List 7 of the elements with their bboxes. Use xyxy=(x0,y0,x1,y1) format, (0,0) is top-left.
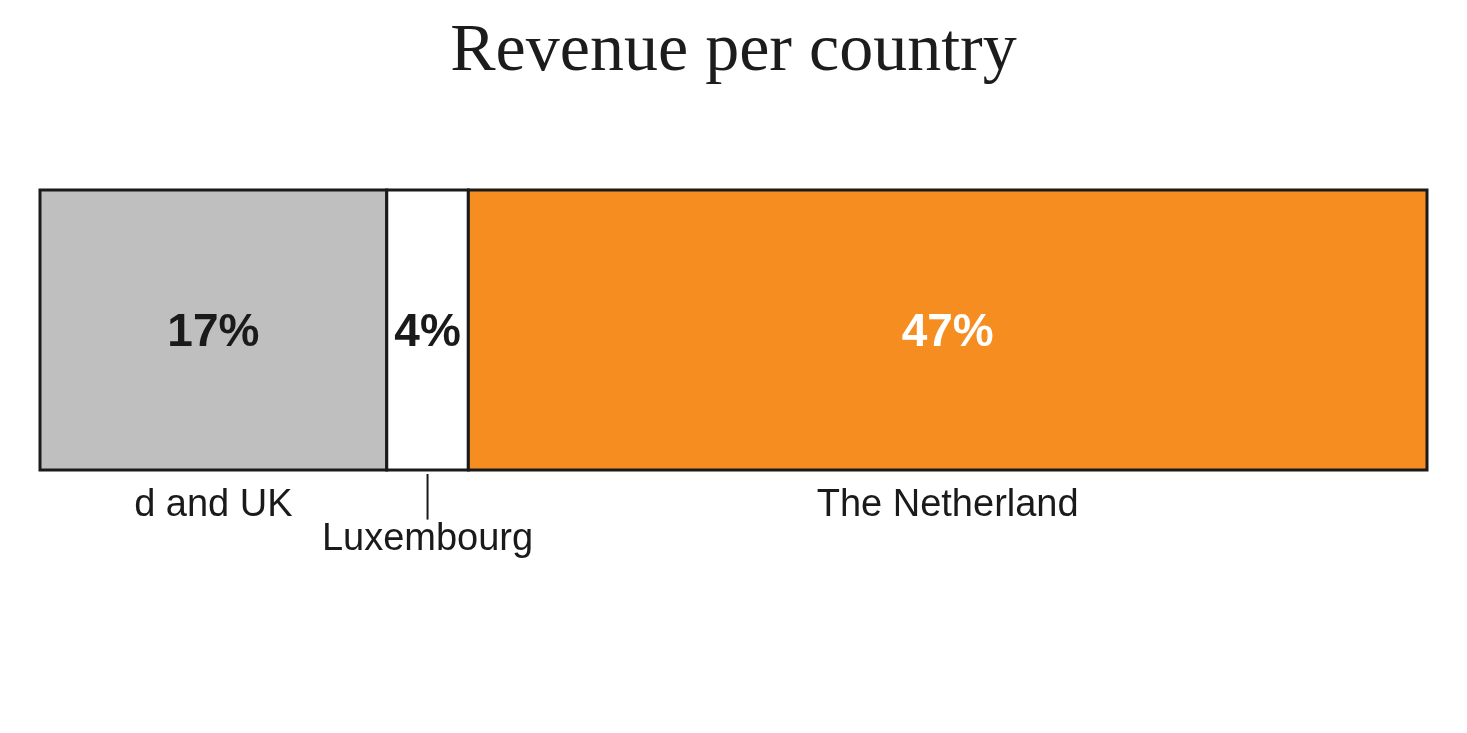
series-label: d and UK xyxy=(134,482,293,524)
series-label: The Netherland xyxy=(816,482,1079,524)
chart-title: Revenue per country xyxy=(450,9,1017,85)
legend-label: Luxembourg xyxy=(321,516,534,558)
data-label: 4% xyxy=(394,304,461,357)
data-label: 17% xyxy=(167,304,260,357)
data-label: 47% xyxy=(901,304,994,357)
